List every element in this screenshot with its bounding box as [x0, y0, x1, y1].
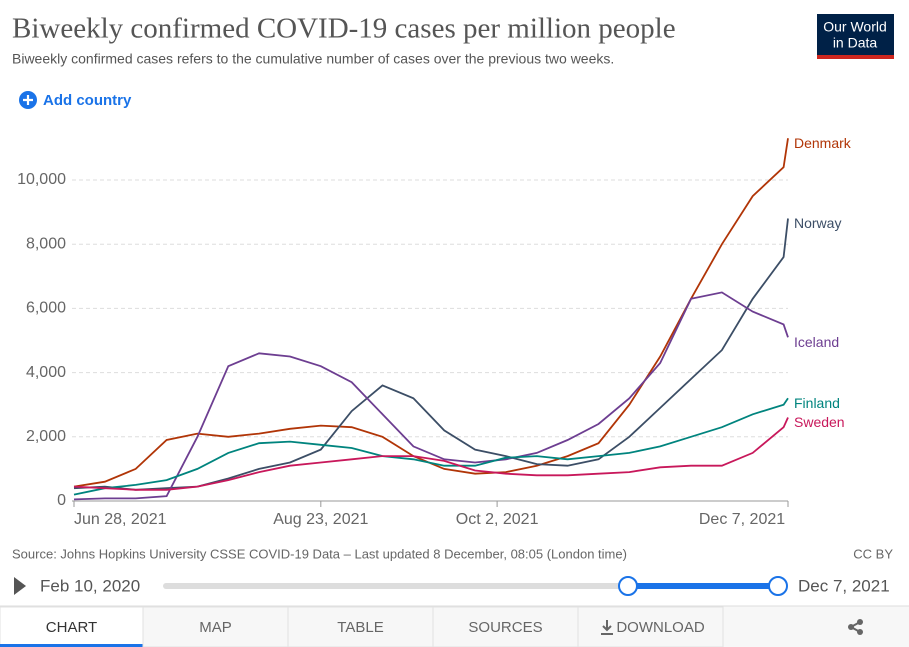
series-line — [73, 138, 789, 488]
logo-text: in Data — [833, 35, 878, 51]
series-label: Finland — [794, 395, 840, 411]
tab[interactable] — [142, 606, 289, 647]
timeline-handle[interactable] — [618, 576, 638, 596]
timeline-range — [628, 583, 778, 589]
logo[interactable] — [817, 14, 894, 59]
timeline-end: Dec 7, 2021 — [798, 576, 890, 595]
series-label: Sweden — [794, 414, 845, 430]
logo-text: Our World — [823, 19, 887, 35]
tab-selected — [0, 644, 143, 647]
source: Source: Johns Hopkins University CSSE CO… — [12, 546, 627, 561]
y-tick-label: 8,000 — [26, 235, 66, 252]
subtitle: Biweekly confirmed cases refers to the c… — [12, 51, 614, 67]
tab[interactable] — [287, 606, 434, 647]
add-country-label: Add country — [43, 92, 132, 109]
share-dot — [857, 619, 863, 625]
tab-label: MAP — [199, 619, 232, 636]
x-tick-label: Aug 23, 2021 — [273, 511, 368, 528]
series-label: Norway — [794, 215, 841, 231]
logo-bar — [817, 55, 894, 59]
add-country[interactable]: Add country — [19, 91, 132, 109]
license: CC BY — [853, 546, 893, 561]
x-tick-label: Oct 2, 2021 — [456, 511, 539, 528]
series-label: Iceland — [794, 334, 839, 350]
series-line — [73, 218, 789, 491]
y-tick-label: 2,000 — [26, 428, 66, 445]
series-line — [73, 417, 789, 491]
chart-title: Biweekly confirmed COVID-19 cases per mi… — [12, 13, 676, 45]
share-dot — [848, 624, 854, 630]
tab[interactable] — [432, 606, 579, 647]
tab-label: SOURCES — [468, 619, 542, 636]
series-line — [73, 291, 789, 501]
x-tick-label: Dec 7, 2021 — [699, 511, 785, 528]
y-tick-label: 10,000 — [17, 171, 66, 188]
series-label: Denmark — [794, 135, 852, 151]
download-icon — [601, 620, 613, 635]
y-tick-label: 6,000 — [26, 300, 66, 317]
plus — [23, 95, 33, 105]
tab[interactable] — [0, 606, 144, 647]
timeline-start: Feb 10, 2020 — [40, 576, 140, 595]
tab-label: TABLE — [337, 619, 383, 636]
play-button[interactable] — [14, 577, 26, 595]
y-tick-label: 0 — [57, 492, 66, 509]
y-tick-label: 4,000 — [26, 364, 66, 381]
tab-label: DOWNLOAD — [616, 619, 705, 636]
share-dot — [857, 629, 863, 635]
series-line — [73, 397, 789, 496]
x-tick-label: Jun 28, 2021 — [74, 511, 167, 528]
timeline-handle[interactable] — [768, 576, 788, 596]
tab[interactable] — [577, 606, 724, 647]
tab-label: CHART — [46, 619, 97, 636]
